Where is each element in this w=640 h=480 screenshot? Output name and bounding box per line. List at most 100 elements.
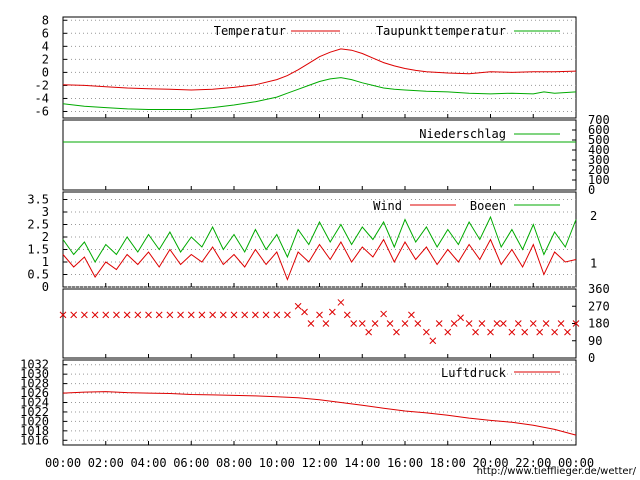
wind-direction-point [307, 320, 315, 327]
marker-stroke [307, 320, 315, 327]
marker-stroke [429, 337, 437, 345]
x-tick-label: 14:00 [344, 456, 380, 470]
site-url: http://www.tiefflieger.de/wetter/ [477, 466, 637, 477]
marker-stroke [209, 311, 216, 319]
x-tick-label: 04:00 [130, 456, 166, 470]
marker-stroke [219, 311, 227, 319]
y-tick-label: 90 [588, 334, 602, 348]
marker-stroke [316, 311, 323, 319]
wind-direction-point [155, 311, 163, 319]
wind-direction-point [542, 320, 550, 327]
marker-stroke [198, 311, 206, 319]
marker-stroke [230, 311, 238, 319]
y-tick-label: 1016 [20, 433, 49, 447]
marker-stroke [134, 311, 142, 319]
y-tick-label: 600 [588, 123, 610, 137]
wind-direction-point [487, 328, 494, 336]
wind-direction-point [508, 328, 516, 336]
wind-direction-point [358, 320, 366, 327]
wind-direction-point [365, 328, 373, 336]
marker-stroke [472, 328, 479, 336]
marker-stroke [542, 320, 550, 327]
marker-stroke [241, 311, 249, 319]
marker-stroke [365, 328, 373, 336]
wind-direction-point [262, 311, 270, 319]
marker-stroke [435, 320, 443, 327]
marker-stroke [358, 320, 366, 327]
wind-direction-point [478, 320, 486, 327]
marker-stroke [493, 320, 501, 327]
y-tick-label: 0 [42, 280, 49, 294]
wind-direction-point [536, 328, 544, 336]
marker-stroke [371, 320, 379, 327]
wind-direction-point [102, 311, 110, 319]
marker-stroke [187, 311, 195, 319]
x-tick-label: 08:00 [216, 456, 252, 470]
y-tick-label: 270 [588, 299, 610, 313]
wind-direction-point [401, 320, 409, 327]
wind-direction-point [435, 320, 443, 327]
wind-direction-point [177, 311, 184, 319]
marker-stroke [551, 328, 558, 336]
y-tick-label: 360 [588, 282, 610, 296]
wind-direction-point [444, 328, 452, 336]
y-tick-label: 0 [588, 351, 595, 365]
marker-stroke [328, 308, 336, 316]
legend-label-luftdruck: Luftdruck [441, 366, 507, 380]
marker-stroke [386, 320, 394, 327]
wind-direction-point [493, 320, 501, 327]
marker-stroke [465, 320, 473, 327]
marker-stroke [123, 311, 131, 319]
wind-direction-point [70, 311, 78, 319]
wind-direction-point [316, 311, 323, 319]
series-line-taupunkttemperatur [62, 77, 577, 110]
x-tick-label: 00:00 [45, 456, 81, 470]
y-tick-label: 1028 [20, 377, 49, 391]
y-tick-label: 1032 [20, 358, 49, 372]
marker-stroke [252, 311, 259, 319]
series-line-luftdruck [62, 391, 577, 436]
wind-direction-point [59, 311, 67, 319]
marker-stroke [572, 320, 580, 327]
marker-stroke [380, 310, 387, 318]
series-line-wind [62, 238, 577, 281]
marker-stroke [414, 320, 422, 327]
marker-stroke [350, 320, 358, 327]
x-tick-label: 16:00 [387, 456, 423, 470]
wind-direction-point [252, 311, 259, 319]
y-tick-label: 100 [588, 173, 610, 187]
y-tick-label: 700 [588, 113, 610, 127]
y-tick-label: 0 [42, 65, 49, 79]
wind-direction-point [134, 311, 142, 319]
marker-stroke [499, 320, 507, 327]
marker-stroke [262, 311, 270, 319]
marker-stroke [521, 328, 529, 336]
marker-stroke [284, 311, 291, 319]
series-line-temperatur [62, 48, 577, 91]
y-tick-label: 2.5 [27, 218, 49, 232]
wind-direction-point [423, 328, 430, 336]
y-tick-label: 2 [42, 230, 49, 244]
marker-stroke [423, 328, 430, 336]
y2-tick-label: 2 [590, 209, 597, 223]
marker-stroke [444, 328, 452, 336]
x-tick-label: 20:00 [472, 456, 508, 470]
wind-direction-point [343, 311, 351, 319]
y-tick-label: 2 [42, 52, 49, 66]
marker-stroke [401, 320, 409, 327]
y-tick-label: 0.5 [27, 268, 49, 282]
legend-label-wind: Wind [373, 199, 402, 213]
marker-stroke [408, 311, 415, 319]
wind-direction-point [564, 328, 571, 336]
wind-direction-point [113, 311, 120, 319]
wind-direction-point [294, 302, 302, 310]
legend-label-temperatur: Temperatur [214, 24, 286, 38]
wind-direction-point [219, 311, 227, 319]
marker-stroke [155, 311, 163, 319]
wind-direction-point [328, 308, 336, 316]
y-tick-label: 1.5 [27, 243, 49, 257]
wind-direction-point [209, 311, 216, 319]
marker-stroke [91, 311, 99, 319]
